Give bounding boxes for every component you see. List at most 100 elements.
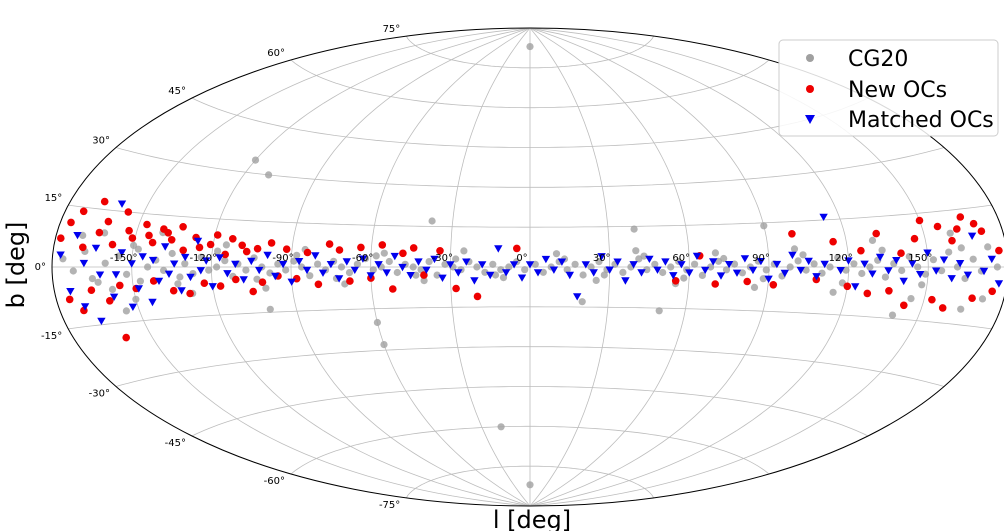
matched-oc-point [916,271,925,279]
cg20-point [491,271,500,279]
matched-oc-point [979,267,989,276]
matched-oc-point [549,266,559,274]
new-oc-point [303,248,312,257]
matched-oc-point [701,266,710,274]
new-oc-point [164,229,172,237]
matched-oc-point [454,269,463,277]
new-oc-point [292,274,301,283]
lat-tick-label: 75° [383,24,401,35]
new-oc-point [67,218,75,227]
parallel-line [290,59,770,109]
lon-tick-label: -60° [352,253,373,264]
lat-tick-label: 60° [267,48,285,59]
lat-tick-label: 0° [35,262,46,273]
matched-oc-point [66,288,75,296]
new-oc-point [167,236,176,244]
y-axis-label: b [deg] [2,222,30,309]
cg20-point [372,252,380,260]
matched-oc-point [963,271,973,279]
new-oc-point [938,304,947,312]
matched-oc-point [134,285,143,293]
new-oc-point [389,285,397,293]
cg20-point [905,252,913,261]
matched-oc-point [193,237,203,245]
cg20-point [579,271,587,279]
cg20-point [969,255,977,263]
legend-label-matched-ocs: Matched OCs [848,108,994,133]
new-oc-point [282,245,291,253]
cg20-point [630,225,638,233]
sky-boundary [51,27,1004,507]
matched-oc-point [231,260,240,269]
cg20-point [921,270,930,278]
new-oc-point [100,197,109,206]
new-oc-point [79,207,88,216]
lat-tick-label: -15° [41,331,62,342]
matched-oc-point [637,269,646,277]
matched-oc-point [923,249,932,257]
cg20-point [144,263,152,271]
cg20-point [497,423,505,431]
cg20-point [266,269,274,277]
cg20-point [632,247,640,255]
matched-oc-point [318,269,328,277]
cg20-point [393,268,401,277]
cg20-point [640,252,648,260]
new-oc-point [232,275,240,284]
cg20-point [253,275,261,283]
matched-oc-point [486,271,495,280]
matched-oc-point [438,274,447,282]
matched-oc-point [836,267,845,275]
matched-oc-point [95,271,105,279]
parallel-line [191,97,869,148]
legend-marker-matched-ocs [805,115,815,124]
cg20-point [842,266,850,274]
parallel-line [191,386,869,437]
lon-tick-label: -120° [189,253,217,264]
lat-tick-label: 45° [168,86,186,97]
matched-oc-point [164,270,174,278]
new-oc-point [206,240,215,249]
matched-oc-point [287,278,296,286]
matched-oc-point [382,269,391,277]
cg20-point [720,254,728,263]
matched-oc-point [366,272,375,280]
new-oc-point [452,284,460,293]
new-oc-point [169,286,178,295]
cg20-point [643,266,651,274]
matched-oc-point [932,267,941,275]
lat-tick-label: 30° [92,136,110,147]
cg20-point [707,263,715,271]
new-oc-point [221,250,229,259]
matched-oc-point [91,244,101,252]
matched-oc-point [884,267,893,275]
cg20-point [214,247,222,255]
matched-oc-point [148,256,158,265]
cg20-point [282,266,290,274]
cg20-point [929,256,938,264]
new-oc-point [513,244,521,253]
new-oc-point [148,238,157,247]
cg20-point [409,263,417,271]
cg20-point [497,266,505,274]
new-oc-point [229,235,237,243]
new-oc-point [213,231,222,239]
cg20-point [790,245,799,253]
matched-oc-point [732,269,742,277]
cg20-point [539,268,547,276]
cg20-point [759,275,767,283]
matched-oc-point [422,266,431,274]
new-oc-point [195,243,204,252]
cg20-point [433,271,441,279]
new-oc-point [216,282,225,290]
lon-tick-label: 150° [908,253,932,264]
matched-oc-point [597,253,606,261]
cg20-point [88,275,96,283]
matched-oc-point [581,261,590,269]
new-oc-point [346,277,354,285]
new-oc-point [179,246,187,255]
matched-oc-point [478,261,487,269]
matched-oc-point [851,283,860,291]
new-oc-point [186,289,194,298]
cg20-point [79,231,87,239]
